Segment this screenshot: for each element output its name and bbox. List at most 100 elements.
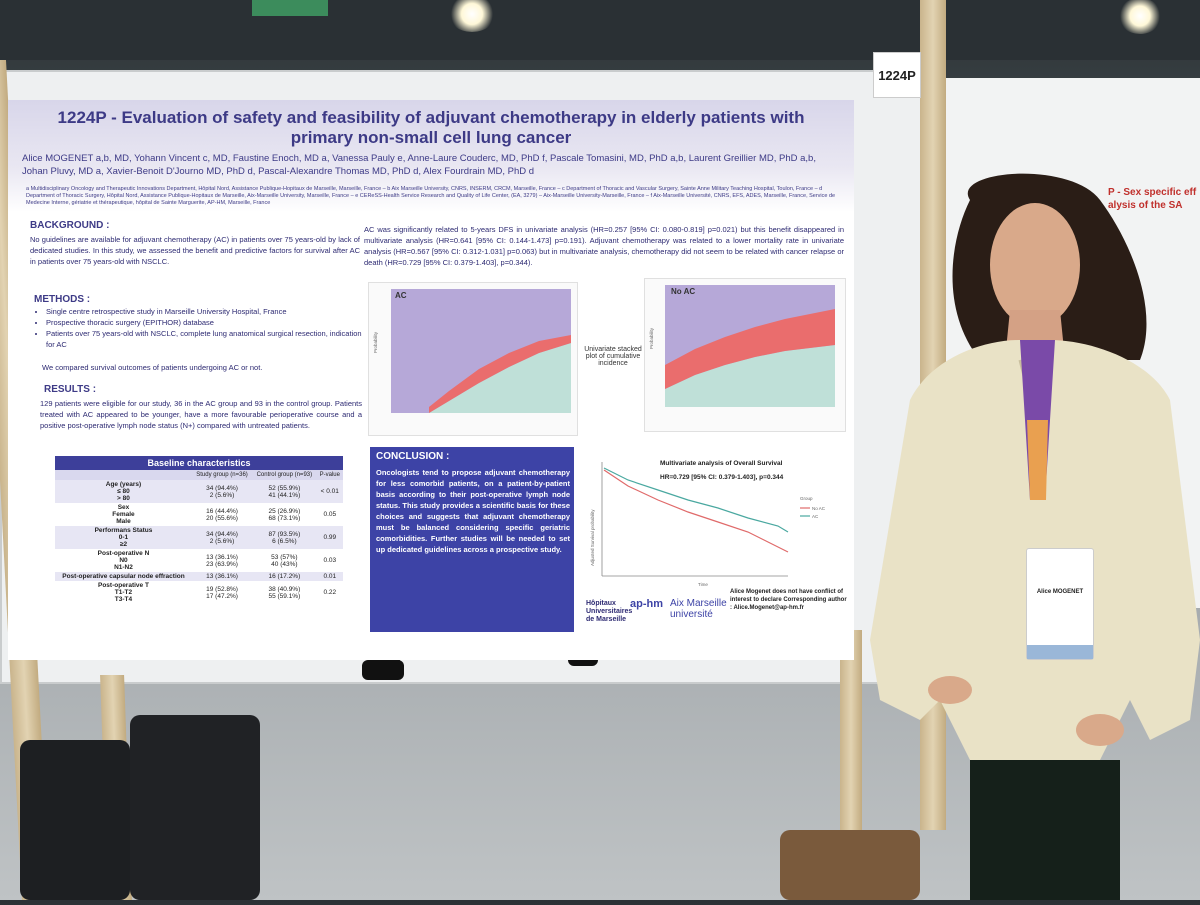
km-hr: HR=0.729 [95% CI: 0.379-1.403], p=0.344 xyxy=(660,474,784,481)
table-caption: Baseline characteristics xyxy=(55,456,343,470)
trousers xyxy=(970,760,1120,900)
backpack-right xyxy=(130,715,260,900)
cell: 13 (36.1%) xyxy=(206,553,238,561)
contact-info: Alice Mogenet does not have conflict of … xyxy=(730,589,847,611)
cell: 68 (73.1%) xyxy=(268,514,301,522)
km-ac-line xyxy=(603,467,789,533)
row-label: Sex xyxy=(117,504,130,511)
row-sub: > 80 xyxy=(117,495,130,502)
cell: 23 (63.9%) xyxy=(206,560,238,568)
cell: 2 (5.6%) xyxy=(209,537,235,545)
row-sub: ≤ 80 xyxy=(117,488,130,495)
background-heading: BACKGROUND : xyxy=(30,220,110,231)
table-row: Performans Status 0-1 ≥2 34 (94.4%) 2 (5.6%… xyxy=(55,526,343,549)
cell: 13 (36.1%) xyxy=(191,572,253,581)
cumulative-incidence-caption: Univariate stacked plot of cumulative in… xyxy=(584,346,642,367)
hand-right xyxy=(1076,714,1124,746)
p-value: 0.99 xyxy=(316,526,343,549)
booth-number: 1224P xyxy=(873,52,921,98)
background-text: No guidelines are available for adjuvant… xyxy=(30,235,360,266)
no-ac-ylabel: Probability xyxy=(649,327,654,349)
aphm-logo: ap-hm xyxy=(630,598,663,610)
methods-item: Single centre retrospective study in Mar… xyxy=(46,306,366,317)
row-label: Post-operative capsular node effraction xyxy=(62,573,185,580)
p-value: 0.05 xyxy=(323,511,337,518)
row-sub: 0-1 xyxy=(118,534,129,541)
row-label: Post-operative T xyxy=(98,582,149,589)
cell: 53 (57%) xyxy=(271,553,298,561)
cell: 34 (94.4%) xyxy=(206,530,238,538)
easel-right-leg xyxy=(840,630,862,840)
row-sub: ≥2 xyxy=(119,541,128,548)
cell: 34 (94.4%) xyxy=(206,484,238,492)
shoe-left xyxy=(362,660,404,680)
right-results-text: AC was significantly related to 5-years … xyxy=(364,225,844,267)
table-header: Study group (n=36) xyxy=(191,470,253,480)
cell: 41 (44.1%) xyxy=(268,491,301,499)
cell: 40 (43%) xyxy=(271,560,298,568)
amu-logo: Aix Marseille université xyxy=(670,598,727,620)
conclusion-heading: CONCLUSION : xyxy=(376,451,450,462)
presenter xyxy=(870,160,1200,900)
table-header: P-value xyxy=(316,470,343,480)
row-label: Performans Status xyxy=(94,527,153,534)
row-label: Post-operative N xyxy=(97,550,150,557)
ceiling-light xyxy=(448,0,496,32)
no-ac-chart-svg: Probability xyxy=(649,285,835,407)
methods-item: Prospective thoracic surgery (EPITHOR) d… xyxy=(46,317,366,328)
km-noac-line xyxy=(603,469,789,553)
km-ylabel: Adjusted Survival probability xyxy=(590,509,595,566)
ac-cumulative-incidence-chart: Probability AC xyxy=(368,282,578,436)
conclusion-box: CONCLUSION : Oncologists tend to propose… xyxy=(370,447,574,632)
cell: 25 (26.9%) xyxy=(268,507,301,515)
cell: 19 (52.8%) xyxy=(206,585,238,593)
cell: 2 (5.6%) xyxy=(209,491,235,499)
results-text: 129 patients were eligible for our study… xyxy=(40,399,362,430)
ceiling-light-right xyxy=(1118,0,1162,34)
km-title: Multivariate analysis of Overall Surviva… xyxy=(660,460,783,467)
no-ac-cumulative-incidence-chart: Probability No AC xyxy=(644,278,846,432)
km-legend-ac: AC xyxy=(812,514,819,519)
ac-chart-label: AC xyxy=(395,291,407,300)
km-legend-title: Group xyxy=(800,496,813,501)
cell: 20 (55.6%) xyxy=(206,514,238,522)
ac-death-area xyxy=(429,335,571,413)
table-row: Sex Female Male 16 (44.4%) 20 (55.6%) 25 (2… xyxy=(55,503,343,526)
table-header: Control group (n=93) xyxy=(252,470,317,480)
row-sub: Male xyxy=(116,518,131,525)
methods-list: Single centre retrospective study in Mar… xyxy=(34,306,366,350)
p-value: 0.03 xyxy=(323,557,337,564)
row-sub: N1-N2 xyxy=(114,564,133,571)
presenter-figure xyxy=(870,173,1200,900)
cell: 87 (93.5%) xyxy=(268,530,301,538)
baseline-characteristics-table: Baseline characteristics Study group (n=… xyxy=(55,456,343,604)
research-poster: 1224P - Evaluation of safety and feasibi… xyxy=(8,100,854,660)
conclusion-text: Oncologists tend to propose adjuvant che… xyxy=(376,468,570,554)
results-heading: RESULTS : xyxy=(44,384,97,395)
p-value: 0.01 xyxy=(316,572,343,581)
row-sub: T1-T2 xyxy=(114,589,133,596)
row-label: Age (years) xyxy=(105,481,142,488)
poster-affiliations: a Multidisciplinary Oncology and Therape… xyxy=(26,186,836,206)
badge-name: Alice MOGENET xyxy=(1036,589,1084,595)
ac-recurrence-area xyxy=(391,343,571,413)
backpack-left xyxy=(20,740,130,900)
no-ac-recurrence-area xyxy=(665,345,835,407)
poster-authors: Alice MOGENET a,b, MD, Yohann Vincent c,… xyxy=(22,153,816,177)
cell: 16 (44.4%) xyxy=(206,507,238,515)
row-sub: T3-T4 xyxy=(114,596,133,603)
cell: 38 (40.9%) xyxy=(268,585,301,593)
p-value: < 0.01 xyxy=(316,480,343,503)
no-ac-chart-label: No AC xyxy=(671,287,696,296)
badge-stripe xyxy=(1027,645,1093,659)
poster-header xyxy=(8,100,854,212)
cell: 6 (6.5%) xyxy=(272,537,297,545)
adjacent-poster-title: P - Sex specific eff alysis of the SA xyxy=(1108,187,1197,211)
name-badge: Alice MOGENET xyxy=(1026,548,1094,660)
ac-chart-svg: Probability xyxy=(373,289,571,413)
cell: 52 (55.9%) xyxy=(268,484,301,492)
exit-sign xyxy=(252,0,328,16)
km-survival-plot: Adjusted Survival probability Time Group… xyxy=(590,462,826,587)
cell: 55 (59.1%) xyxy=(268,592,301,600)
